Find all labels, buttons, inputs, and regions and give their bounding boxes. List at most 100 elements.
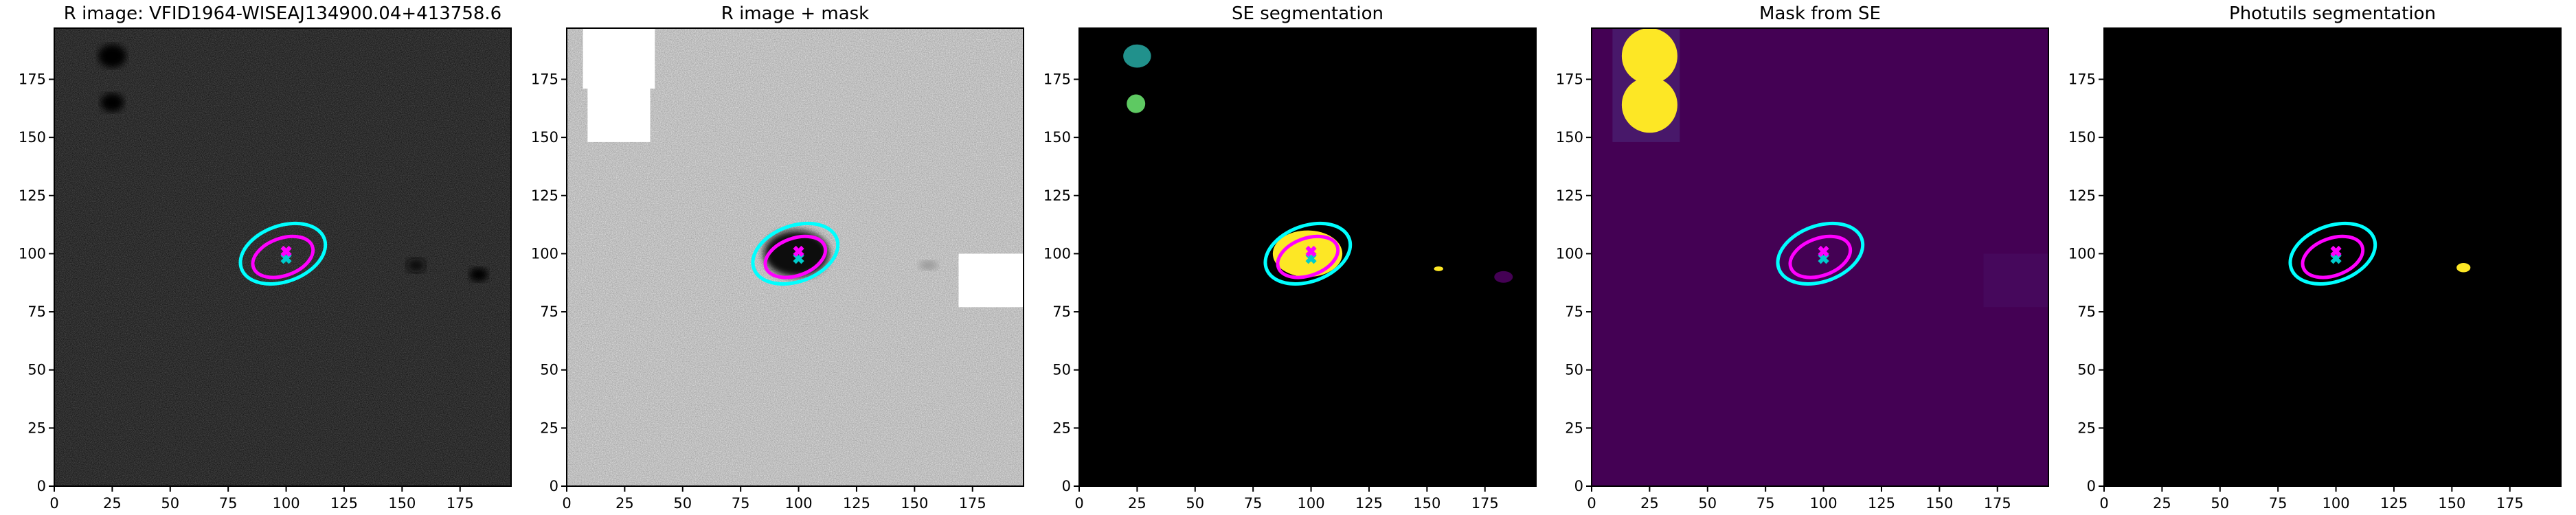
y-tick-label: 150 xyxy=(2068,129,2096,146)
x-tick-label: 0 xyxy=(562,495,571,512)
y-tick-label: 25 xyxy=(1052,420,1071,436)
y-tick-label: 25 xyxy=(27,420,46,436)
x-tick-label: 100 xyxy=(1810,495,1838,512)
image-area xyxy=(2104,28,2561,486)
region xyxy=(469,267,488,282)
y-tick-label: 175 xyxy=(531,71,558,87)
x-tick-label: 75 xyxy=(1244,495,1263,512)
x-tick-label: 0 xyxy=(1074,495,1083,512)
aperture-ellipse xyxy=(1788,234,1853,279)
x-tick-label: 175 xyxy=(959,495,986,512)
y-tick-label: 100 xyxy=(1556,245,1583,262)
x-tick-label: 0 xyxy=(2099,495,2108,512)
y-tick-label: 175 xyxy=(2068,71,2096,87)
x-tick-label: 150 xyxy=(388,495,416,512)
region xyxy=(100,93,124,112)
y-tick-label: 0 xyxy=(1574,478,1583,494)
y-tick-label: 150 xyxy=(19,129,46,146)
axes-frame xyxy=(566,27,1024,487)
y-tick-label: 50 xyxy=(27,362,46,378)
y-tick-label: 125 xyxy=(1043,187,1071,204)
region xyxy=(919,260,938,271)
y-tick-label: 75 xyxy=(1565,304,1583,320)
center-marker xyxy=(793,245,804,258)
image-area xyxy=(1079,28,1536,486)
region xyxy=(2456,262,2471,273)
x-tick-label: 100 xyxy=(1298,495,1325,512)
x-tick-label: 50 xyxy=(2211,495,2229,512)
y-tick-label: 125 xyxy=(1556,187,1583,204)
y-tick-label: 125 xyxy=(2068,187,2096,204)
y-tick-label: 75 xyxy=(1052,304,1071,320)
x-tick-label: 175 xyxy=(447,495,474,512)
panel: 0 25 50 75 100 125 150 175 0 25 50 75 100 125 150 175 SE… xyxy=(1043,3,1537,512)
x-tick-label: 25 xyxy=(2153,495,2171,512)
aperture-ellipse xyxy=(1263,221,1353,286)
y-tick-label: 0 xyxy=(37,478,46,494)
image-area xyxy=(1592,28,2048,486)
x-tick-label: 175 xyxy=(2496,495,2524,512)
panel: 0 25 50 75 100 125 150 175 0 25 50 75 100 125 150 175 Ph… xyxy=(2068,3,2562,512)
region xyxy=(583,28,655,89)
x-tick-label: 75 xyxy=(732,495,750,512)
y-tick-label: 125 xyxy=(19,187,46,204)
x-tick-label: 150 xyxy=(901,495,928,512)
aperture-ellipse xyxy=(751,221,840,286)
y-tick-label: 50 xyxy=(1052,362,1071,378)
x-tick-label: 75 xyxy=(219,495,238,512)
panel: 0 25 50 75 100 125 150 175 0 25 50 75 100 125 150 175 R … xyxy=(531,3,1024,512)
y-tick-label: 25 xyxy=(540,420,558,436)
y-tick-label: 100 xyxy=(2068,245,2096,262)
center-marker xyxy=(280,245,292,258)
y-tick-label: 0 xyxy=(1062,478,1071,494)
y-tick-label: 50 xyxy=(2077,362,2096,378)
x-tick-label: 125 xyxy=(2380,495,2408,512)
x-tick-label: 50 xyxy=(161,495,179,512)
center-marker xyxy=(1305,245,1317,258)
y-tick-label: 25 xyxy=(1565,420,1583,436)
region xyxy=(1123,44,1151,68)
region xyxy=(958,253,1024,308)
x-tick-label: 25 xyxy=(1640,495,1659,512)
y-tick-label: 75 xyxy=(2077,304,2096,320)
y-tick-label: 0 xyxy=(550,478,558,494)
x-tick-label: 175 xyxy=(1984,495,2011,512)
y-tick-label: 100 xyxy=(1043,245,1071,262)
x-tick-label: 50 xyxy=(673,495,692,512)
y-tick-label: 50 xyxy=(540,362,558,378)
panel: 0 25 50 75 100 125 150 175 0 25 50 75 100 125 150 175 R … xyxy=(19,3,512,512)
panel-title: R image + mask xyxy=(721,3,870,24)
y-tick-label: 150 xyxy=(531,129,558,146)
panel-title: Mask from SE xyxy=(1759,3,1881,24)
x-tick-label: 0 xyxy=(1587,495,1596,512)
x-tick-label: 150 xyxy=(1413,495,1440,512)
x-tick-label: 125 xyxy=(843,495,870,512)
axes-frame xyxy=(1591,27,2049,487)
y-tick-label: 175 xyxy=(19,71,46,87)
aperture-ellipse xyxy=(238,221,328,286)
axes-frame xyxy=(1078,27,1537,487)
center-marker xyxy=(2330,245,2342,258)
aperture-ellipse xyxy=(763,234,828,279)
x-tick-label: 125 xyxy=(1355,495,1383,512)
x-tick-label: 150 xyxy=(2438,495,2465,512)
region xyxy=(98,44,126,68)
y-tick-label: 100 xyxy=(19,245,46,262)
center-marker xyxy=(1818,245,1829,258)
x-tick-label: 75 xyxy=(1756,495,1775,512)
region xyxy=(1127,94,1146,113)
x-tick-label: 100 xyxy=(2323,495,2350,512)
panel-title: Photutils segmentation xyxy=(2229,3,2436,24)
y-tick-label: 75 xyxy=(27,304,46,320)
y-tick-label: 75 xyxy=(540,304,558,320)
panel: 0 25 50 75 100 125 150 175 0 25 50 75 100 125 150 175 Ma… xyxy=(1556,3,2049,512)
aperture-ellipse xyxy=(2301,234,2365,279)
y-tick-label: 175 xyxy=(1556,71,1583,87)
region xyxy=(407,258,426,273)
x-tick-label: 25 xyxy=(1128,495,1146,512)
image-area xyxy=(567,28,1024,486)
region xyxy=(1983,253,2048,308)
x-tick-label: 150 xyxy=(1925,495,1953,512)
region xyxy=(1621,77,1677,133)
